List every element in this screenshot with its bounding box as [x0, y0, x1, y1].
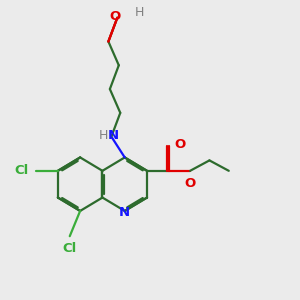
Text: H: H	[98, 129, 108, 142]
Text: H: H	[134, 6, 144, 19]
Text: O: O	[184, 177, 196, 190]
Text: N: N	[119, 206, 130, 219]
Text: N: N	[108, 129, 119, 142]
Text: O: O	[109, 10, 121, 23]
Text: Cl: Cl	[63, 242, 77, 254]
Text: O: O	[175, 138, 186, 151]
Text: Cl: Cl	[15, 164, 29, 177]
